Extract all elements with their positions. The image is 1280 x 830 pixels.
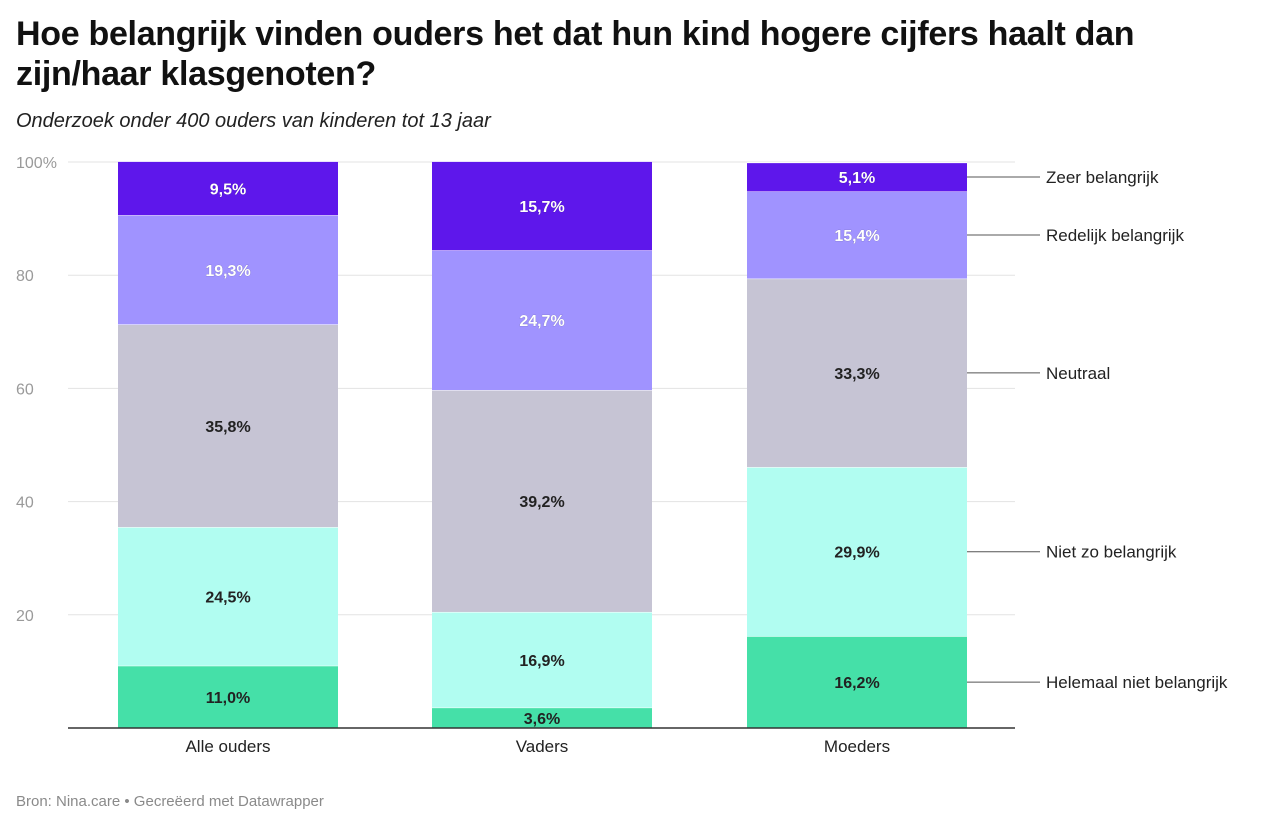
bar-segment: [747, 191, 967, 279]
legend-label: Neutraal: [1046, 364, 1110, 383]
data-label: 5,1%: [839, 170, 875, 187]
segment-labels: 11,0% 24,5% 35,8% 19,3% 9,5% 3,6% 16,9% 39,2% 24…: [205, 170, 880, 728]
data-label: 11,0%: [206, 690, 250, 707]
source-note: Bron: Nina.care • Gecreëerd met Datawrap…: [16, 793, 324, 810]
data-label: 35,8%: [205, 419, 250, 436]
data-label: 16,9%: [519, 653, 564, 670]
data-label: 29,9%: [834, 545, 879, 562]
bar-segment: [432, 161, 652, 251]
data-label: 15,7%: [519, 199, 564, 216]
data-label: 24,7%: [519, 313, 564, 330]
chart-subtitle: Onderzoek onder 400 ouders van kinderen …: [16, 110, 491, 132]
data-label: 24,5%: [205, 589, 250, 606]
data-label: 16,2%: [834, 675, 879, 692]
bar-segment: [118, 215, 338, 325]
bar-segment: [118, 324, 338, 528]
y-tick-label: 40: [16, 495, 34, 512]
data-label: 33,3%: [834, 366, 879, 383]
bar-segment: [747, 162, 967, 192]
legend-label: Niet zo belangrijk: [1046, 543, 1177, 562]
bar-segment: [118, 527, 338, 666]
bar-segment: [747, 467, 967, 637]
bars: [118, 160, 967, 728]
legend: Helemaal niet belangrijk Niet zo belangri…: [967, 168, 1228, 692]
data-label: 9,5%: [210, 181, 246, 198]
y-tick-label: 20: [16, 608, 34, 625]
bar-segment: [118, 161, 338, 216]
data-label: 15,4%: [834, 228, 879, 245]
y-tick-label: 100%: [16, 155, 57, 172]
chart-title: Hoe belangrijk vinden ouders het dat hun…: [16, 15, 1135, 93]
x-category-label: Moeders: [824, 737, 890, 756]
y-tick-label: 60: [16, 381, 34, 398]
x-category-label: Vaders: [516, 737, 569, 756]
data-label: 19,3%: [205, 263, 250, 280]
bar-segment: [747, 636, 967, 728]
bar-segment: [432, 250, 652, 391]
x-category-label: Alle ouders: [185, 737, 270, 756]
axes: 20 40 60 80 100% Alle ouders Vaders Moeders: [16, 155, 1015, 756]
data-label: 3,6%: [524, 711, 560, 728]
legend-label: Redelijk belangrijk: [1046, 226, 1184, 245]
bar-segment: [118, 665, 338, 728]
bar-segment: [747, 278, 967, 468]
data-label: 39,2%: [519, 494, 564, 511]
legend-label: Zeer belangrijk: [1046, 168, 1159, 187]
bar-segment: [432, 611, 652, 708]
bar-segment: [432, 390, 652, 612]
y-tick-label: 80: [16, 268, 34, 285]
legend-label: Helemaal niet belangrijk: [1046, 673, 1228, 692]
bar-segment: [432, 707, 652, 728]
